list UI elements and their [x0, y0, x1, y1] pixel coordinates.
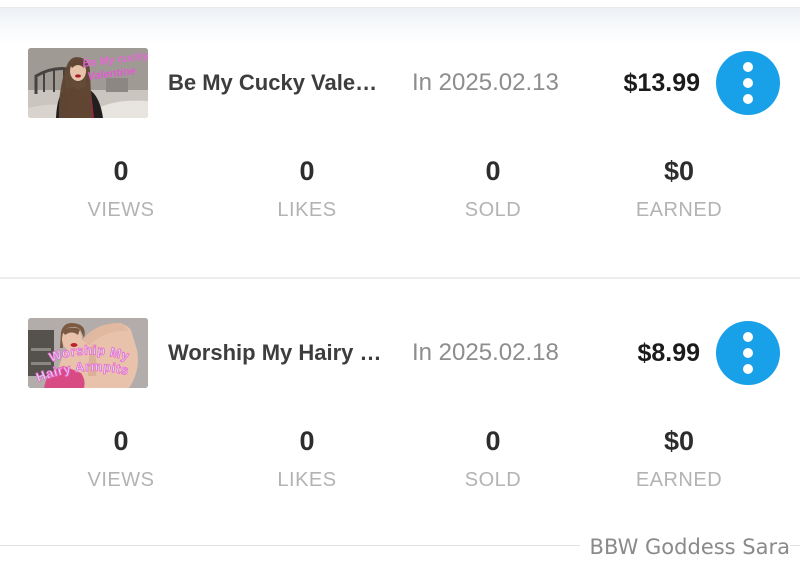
price: $13.99	[623, 68, 700, 97]
more-options-button[interactable]	[716, 51, 780, 115]
stat-views-label: VIEWS	[87, 199, 155, 221]
stat-earned-label: EARNED	[635, 469, 723, 491]
listing-row: Be My cucky Valentine Be My Cucky Vale… …	[28, 48, 780, 118]
stat-earned: $0 EARNED	[586, 156, 772, 222]
stat-likes-label: LIKES	[277, 199, 337, 221]
stat-earned-value: $0	[663, 426, 695, 456]
stat-sold-label: SOLD	[464, 469, 522, 491]
stat-views: 0 VIEWS	[28, 426, 214, 492]
stat-views-label: VIEWS	[87, 469, 155, 491]
kebab-vertical-menu-icon	[743, 62, 753, 104]
stat-earned: $0 EARNED	[586, 426, 772, 492]
header-scroll-shadow	[0, 7, 800, 44]
video-thumbnail[interactable]: Worship My Hairy Armpits	[28, 318, 148, 388]
video-title[interactable]: Worship My Hairy …	[168, 340, 382, 365]
stat-sold: 0 SOLD	[400, 156, 586, 222]
stat-sold-value: 0	[485, 426, 501, 456]
stat-likes: 0 LIKES	[214, 426, 400, 492]
stats-row: 0 VIEWS 0 LIKES 0 SOLD $0 EARNED	[28, 156, 772, 222]
stat-earned-label: EARNED	[635, 199, 723, 221]
thumbnail-neon-text-line2: Valentine	[87, 65, 137, 83]
video-thumbnail[interactable]: Be My cucky Valentine	[28, 48, 148, 118]
more-options-button[interactable]	[716, 321, 780, 385]
stat-earned-value: $0	[663, 156, 695, 186]
stat-sold-label: SOLD	[464, 199, 522, 221]
stat-likes-value: 0	[299, 156, 315, 186]
thumbnail-bedroom-scene: Be My cucky Valentine	[28, 48, 148, 118]
listing-row: Worship My Hairy Armpits Worship My Hair…	[28, 318, 780, 388]
stat-views-value: 0	[113, 156, 129, 186]
stat-sold-value: 0	[485, 156, 501, 186]
stats-row: 0 VIEWS 0 LIKES 0 SOLD $0 EARNED	[28, 426, 772, 492]
video-title[interactable]: Be My Cucky Vale…	[168, 70, 378, 95]
publish-date: In 2025.02.13	[412, 69, 559, 96]
row-divider	[0, 277, 800, 279]
stat-views-value: 0	[113, 426, 129, 456]
watermark-text: BBW Goddess Sara	[579, 535, 790, 560]
price: $8.99	[637, 338, 700, 367]
thumbnail-armpit-scene: Worship My Hairy Armpits	[28, 318, 148, 388]
stat-likes-label: LIKES	[277, 469, 337, 491]
bottom-divider	[0, 545, 800, 546]
publish-date: In 2025.02.18	[412, 339, 559, 366]
kebab-vertical-menu-icon	[743, 332, 753, 374]
stat-views: 0 VIEWS	[28, 156, 214, 222]
stat-likes-value: 0	[299, 426, 315, 456]
stat-likes: 0 LIKES	[214, 156, 400, 222]
stat-sold: 0 SOLD	[400, 426, 586, 492]
